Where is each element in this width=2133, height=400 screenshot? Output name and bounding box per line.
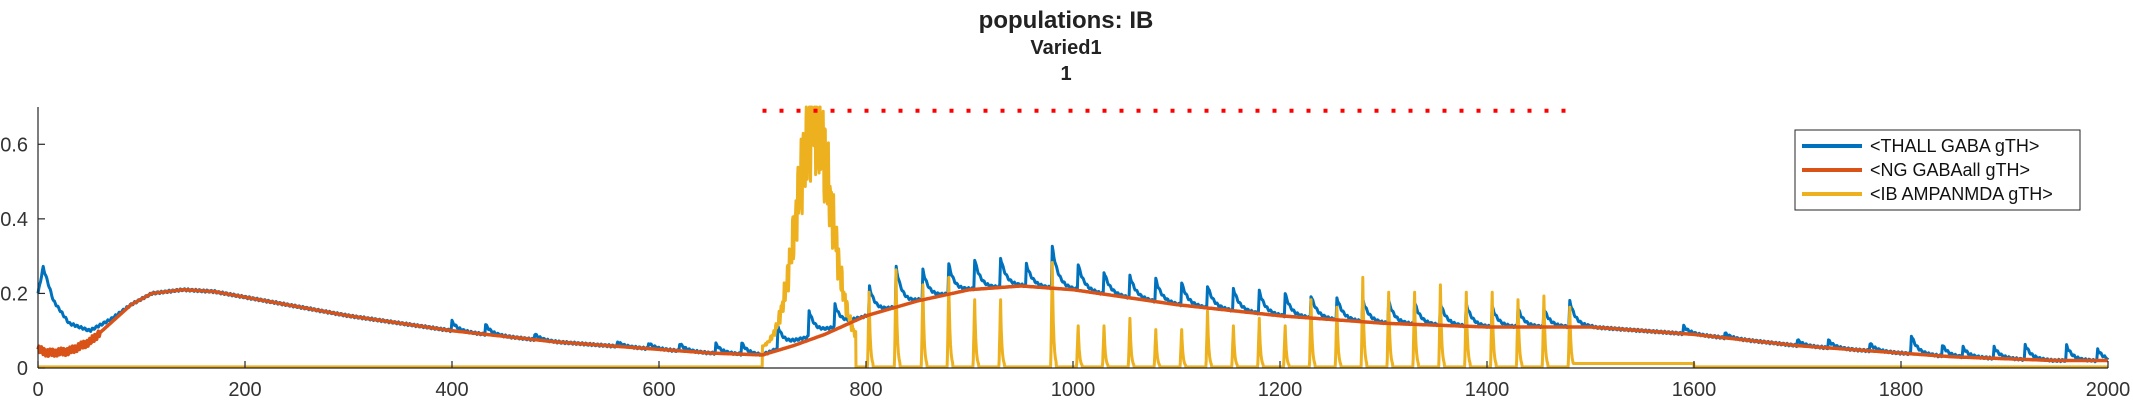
chart-subtitle-1: Varied1 — [1030, 37, 1101, 59]
chart-title: populations: IB — [979, 7, 1154, 34]
x-tick-label: 1800 — [1879, 379, 1924, 400]
x-tick-label: 1600 — [1672, 379, 1717, 400]
chart-subtitle-2: 1 — [1060, 63, 1071, 85]
x-tick-label: 1200 — [1258, 379, 1303, 400]
x-tick-label: 600 — [642, 379, 675, 400]
x-tick-label: 0 — [32, 379, 43, 400]
legend-label-ng: <NG GABAall gTH> — [1870, 160, 2030, 180]
legend-label-thall: <THALL GABA gTH> — [1870, 136, 2039, 156]
y-tick-label: 0 — [17, 358, 28, 380]
x-tick-label: 1400 — [1465, 379, 1510, 400]
x-ticks: 0 200 400 600 800 1000 1200 1400 1600 1800 2000 — [32, 361, 2130, 400]
series-line-ng — [36, 284, 2109, 363]
y-tick-label: 0.6 — [0, 134, 28, 156]
x-tick-label: 2000 — [2086, 379, 2131, 400]
x-tick-label: 800 — [849, 379, 882, 400]
y-ticks: 0 0.2 0.4 0.6 — [0, 134, 45, 380]
legend-label-ib: <IB AMPANMDA gTH> — [1870, 184, 2053, 204]
y-tick-label: 0.2 — [0, 283, 28, 305]
x-tick-label: 400 — [435, 379, 468, 400]
plot-area: 0 200 400 600 800 1000 1200 1400 1600 1800 2000 00… — [0, 105, 2130, 400]
legend: <THALL GABA gTH> <NG GABAall gTH> <IB AM… — [1794, 129, 2081, 211]
y-tick-label: 0.4 — [0, 209, 28, 231]
x-tick-label: 1000 — [1051, 379, 1096, 400]
x-tick-label: 200 — [228, 379, 261, 400]
